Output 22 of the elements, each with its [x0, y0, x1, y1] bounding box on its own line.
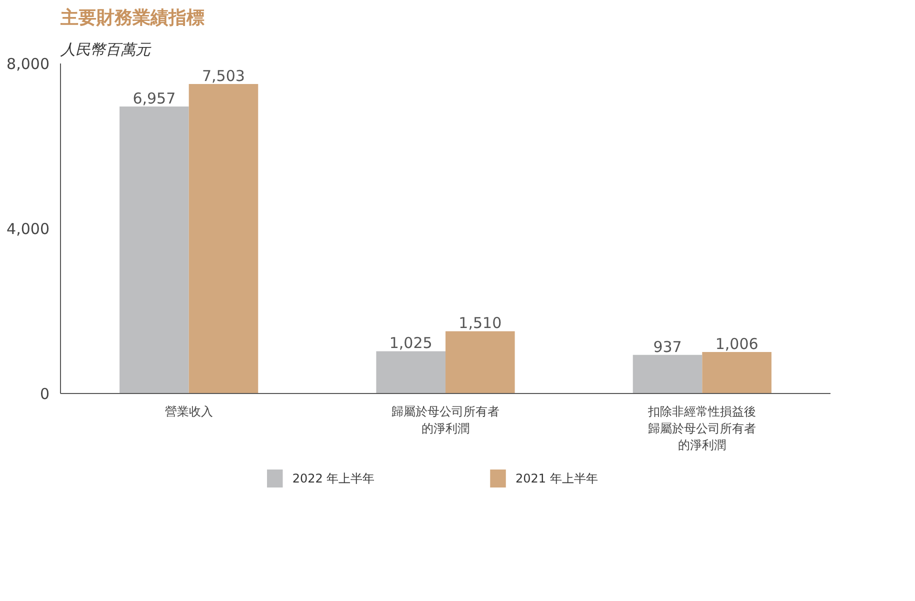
bar — [120, 106, 189, 394]
x-tick-label: 營業收入 — [164, 404, 213, 418]
data-label: 7,503 — [202, 67, 245, 85]
bar — [632, 354, 702, 394]
y-tick-label: 0 — [40, 385, 50, 403]
chart-title: 主要財務業績指標 — [60, 8, 204, 28]
data-label: 1,025 — [389, 334, 432, 352]
bar — [446, 331, 515, 394]
chart-subtitle: 人民幣百萬元 — [60, 40, 152, 58]
y-tick-label: 4,000 — [6, 220, 50, 238]
data-label: 1,006 — [715, 335, 758, 354]
legend-label: 2022 年上半年 — [292, 472, 375, 486]
bar — [376, 351, 446, 394]
data-label: 937 — [653, 338, 682, 356]
bar — [188, 84, 258, 394]
data-label: 1,510 — [458, 314, 502, 332]
x-tick-label: 扣除非經常性損益後歸屬於母公司所有者的淨利潤 — [647, 404, 756, 452]
bar — [702, 352, 772, 394]
x-tick-label: 歸屬於母公司所有者的淨利潤 — [392, 404, 500, 436]
legend-label: 2021 年上半年 — [516, 472, 598, 486]
y-tick-label: 8,000 — [6, 55, 50, 73]
data-label: 6,957 — [132, 90, 176, 108]
